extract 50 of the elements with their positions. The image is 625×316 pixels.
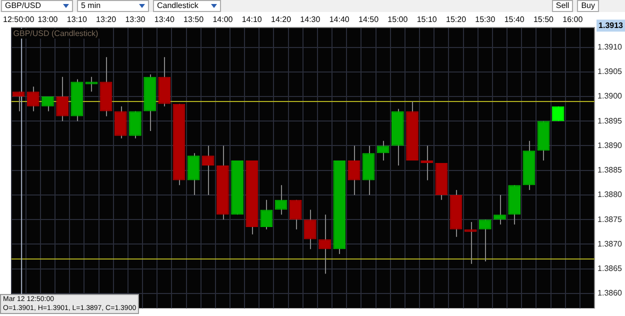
x-tick-label: 13:30 <box>125 15 146 24</box>
candlestick <box>187 152 200 196</box>
x-tick-label: 15:30 <box>475 15 496 24</box>
text: 5 min <box>81 1 101 11</box>
x-tick-label: 15:40 <box>504 15 525 24</box>
y-tick-label: 1.3865 <box>598 264 623 274</box>
x-tick-label: 13:00 <box>38 15 58 24</box>
x-tick-label: 13:10 <box>66 15 88 24</box>
x-tick-label: 13:50 <box>184 15 204 24</box>
x-tick-label: 13:20 <box>96 15 117 24</box>
y-tick-label: 1.3890 <box>598 140 623 150</box>
text: Sell <box>552 0 574 12</box>
y-tick-label: 1.3900 <box>598 92 623 101</box>
y-tick-label: 1.3875 <box>598 214 623 224</box>
text: Buy <box>577 0 599 12</box>
candlestick <box>202 145 214 196</box>
x-tick-label: 14:20 <box>271 15 292 24</box>
x-tick-label: 13:40 <box>154 15 175 24</box>
x-tick-label: 15:10 <box>416 15 438 24</box>
x-tick-label: 14:50 <box>358 15 380 24</box>
x-tick-label: 15:50 <box>533 15 554 24</box>
x-tick-label: 12:50:00 <box>3 15 35 24</box>
x-tick-label: 15:20 <box>446 15 467 24</box>
text: GBP/USD <box>5 1 42 11</box>
candlestick <box>274 184 288 216</box>
candlestick <box>376 140 390 162</box>
chart-title: GBP/USD (Candlestick) <box>13 28 99 38</box>
x-tick-label: 14:40 <box>329 15 350 24</box>
candlestick <box>420 145 434 181</box>
candlestick <box>114 106 127 139</box>
candlestick <box>129 110 142 139</box>
x-tick-label: 14:00 <box>212 15 234 24</box>
y-tick-label: 1.3880 <box>598 190 623 200</box>
candlestick <box>12 91 25 112</box>
x-tick-label: 14:10 <box>242 15 262 24</box>
y-tick-label: 1.3895 <box>598 116 623 126</box>
y-tick-label: 1.3885 <box>598 166 623 175</box>
text: Candlestick <box>157 1 198 11</box>
y-tick-label: 1.3905 <box>598 67 623 76</box>
x-tick-label: 15:00 <box>388 15 408 24</box>
x-tick-label: 14:30 <box>300 15 321 24</box>
candlestick <box>318 214 331 274</box>
y-tick-label: 1.3870 <box>598 239 623 248</box>
candlestick <box>464 222 477 264</box>
y-tick-label: 1.3910 <box>598 42 623 52</box>
y-tick-label: 1.3860 <box>598 288 623 298</box>
x-tick-label: 16:00 <box>562 15 584 24</box>
candlestick <box>494 194 506 226</box>
text: 1.3913 <box>598 20 624 30</box>
candlestick <box>479 219 492 262</box>
